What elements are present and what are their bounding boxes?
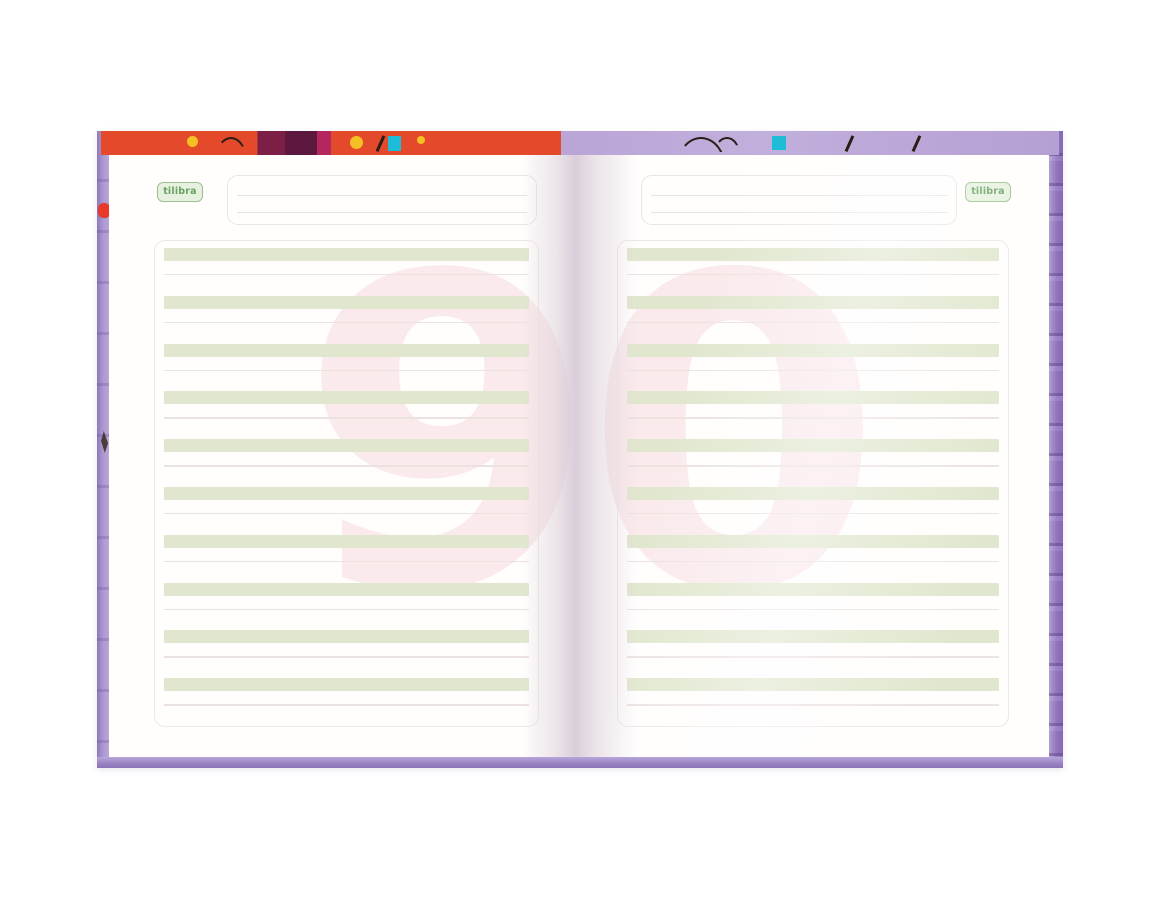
cover-right-edge [1049,131,1063,768]
rule-lines-right [627,248,999,719]
rule-band [164,343,529,357]
cover-pattern-warm-half [101,131,561,155]
cover-dot-icon [350,136,364,149]
header-rule-line [237,212,527,213]
rule-band [164,678,529,692]
rule-band [627,582,999,596]
rule-hairline [164,369,529,371]
rule-hairline [627,321,999,324]
rule-hairline [627,513,999,515]
rule-hairline [627,465,999,467]
rule-hairline [164,608,529,610]
rule-band [627,343,999,357]
rule-band [627,248,999,261]
rule-hairline [627,274,999,276]
cover-square-icon [388,136,402,151]
spine-doodle-icon [101,431,108,453]
rule-hairline [164,274,529,276]
rule-hairline [164,560,529,563]
cover-pattern-cool-half [560,131,1059,155]
brand-badge-right: tilibra [965,182,1011,202]
rule-hairline [164,656,529,658]
rule-hairline [627,369,999,371]
red-dot-decor-icon [98,203,111,218]
cover-bottom-edge [97,757,1063,768]
header-rule-line [237,195,527,196]
rule-band [627,534,999,548]
rule-hairline [627,608,999,610]
rule-hairline [627,656,999,658]
rule-band [627,295,999,309]
cover-arc-icon [714,137,741,154]
cover-left-edge [97,131,111,768]
rule-band [164,487,529,500]
page-edge-striations-right [1049,131,1063,768]
rule-band [164,534,529,548]
rule-hairline [164,513,529,515]
rule-band [164,295,529,309]
rule-band [164,582,529,596]
rule-band [164,248,529,261]
rule-band [627,391,999,405]
cover-arc-icon [675,137,726,155]
rule-hairline [627,417,999,419]
rule-band [627,439,999,453]
cover-arc-icon [215,137,246,155]
brand-badge-left: tilibra [157,182,203,202]
rule-hairline [164,704,529,706]
header-rule-line [651,195,947,196]
page-spread: 90 tilibra tilibra [109,155,1049,757]
rule-hairline [164,321,529,324]
notebook-product: 90 tilibra tilibra [97,131,1063,768]
header-field-left[interactable] [227,175,537,225]
rule-band [164,726,529,727]
rule-band [627,630,999,644]
page-edge-striations-left [97,131,109,768]
ruled-writing-panel-left[interactable] [154,240,539,727]
header-field-right[interactable] [641,175,957,225]
cover-dot-icon [417,136,426,144]
cover-dot-icon [187,136,199,147]
rule-hairline [627,560,999,563]
cover-pattern-strip [101,131,1059,155]
rule-band [164,630,529,644]
rule-band [627,678,999,692]
ruled-writing-panel-right[interactable] [617,240,1009,727]
right-page: tilibra [579,155,1049,757]
rule-lines-left [164,248,529,719]
cover-square-icon [771,136,786,150]
header-rule-line [651,212,947,213]
rule-hairline [164,417,529,419]
rule-band [164,439,529,453]
left-page: tilibra [109,155,579,757]
rule-band [164,391,529,405]
rule-hairline [627,704,999,706]
rule-band [627,487,999,500]
rule-band [627,726,999,727]
rule-hairline [164,465,529,467]
